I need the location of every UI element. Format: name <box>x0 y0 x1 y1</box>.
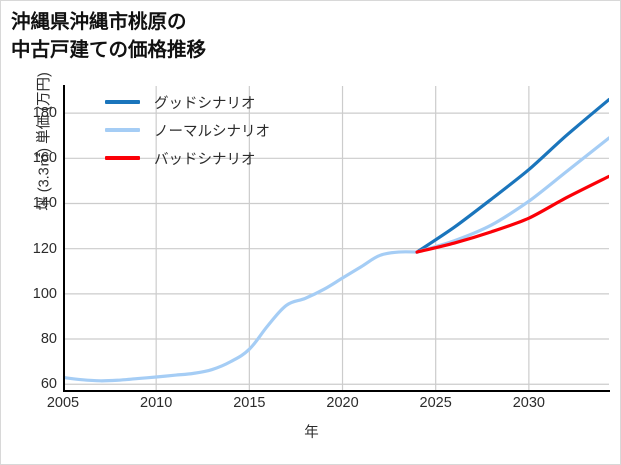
legend-label: バッドシナリオ <box>154 151 256 168</box>
forecast-line-normal <box>415 136 609 254</box>
x-tick-label: 2015 <box>233 395 266 411</box>
legend-item: ノーマルシナリオ <box>105 121 270 140</box>
y-tick-label: 100 <box>32 285 57 302</box>
legend-swatch-icon <box>105 156 140 160</box>
y-tick-label: 80 <box>40 331 57 348</box>
legend-item: グッドシナリオ <box>105 93 270 112</box>
legend-label: ノーマルシナリオ <box>154 123 270 140</box>
y-axis-spine <box>63 85 65 392</box>
x-axis-spine <box>63 390 610 392</box>
historical-line-normal <box>63 250 419 383</box>
plot-area <box>63 86 609 391</box>
y-tick-labels: 60 80 100 120 140 160 180 <box>9 1 57 464</box>
x-tick-label: 2010 <box>140 395 173 411</box>
legend-label: グッドシナリオ <box>154 95 256 112</box>
forecast-line-bad <box>415 174 609 254</box>
gridlines <box>63 86 609 391</box>
x-tick-label: 2020 <box>326 395 359 411</box>
y-tick-label: 60 <box>40 376 57 393</box>
x-axis-label: 年 <box>304 425 319 441</box>
chart-legend: グッドシナリオ ノーマルシナリオ バッドシナリオ <box>105 93 270 168</box>
x-tick-label: 2005 <box>46 395 80 411</box>
chart-svg <box>63 86 609 391</box>
forecast-line-good <box>415 97 609 254</box>
x-tick-label: 2025 <box>419 395 452 411</box>
legend-swatch-icon <box>105 128 140 132</box>
legend-swatch-icon <box>105 100 140 104</box>
y-axis-label: 坪 (3.3㎡) 単価 (万円) <box>36 72 53 211</box>
y-tick-label: 180 <box>32 105 57 122</box>
legend-item: バッドシナリオ <box>105 149 270 168</box>
page-title: 沖縄県沖縄市桃原の 中古戸建ての価格推移 <box>11 11 207 61</box>
y-tick-label: 160 <box>32 150 57 167</box>
series-lines <box>63 97 609 383</box>
x-tick-label: 2030 <box>512 395 545 411</box>
y-tick-label: 140 <box>32 195 57 212</box>
y-tick-label: 120 <box>32 240 57 257</box>
